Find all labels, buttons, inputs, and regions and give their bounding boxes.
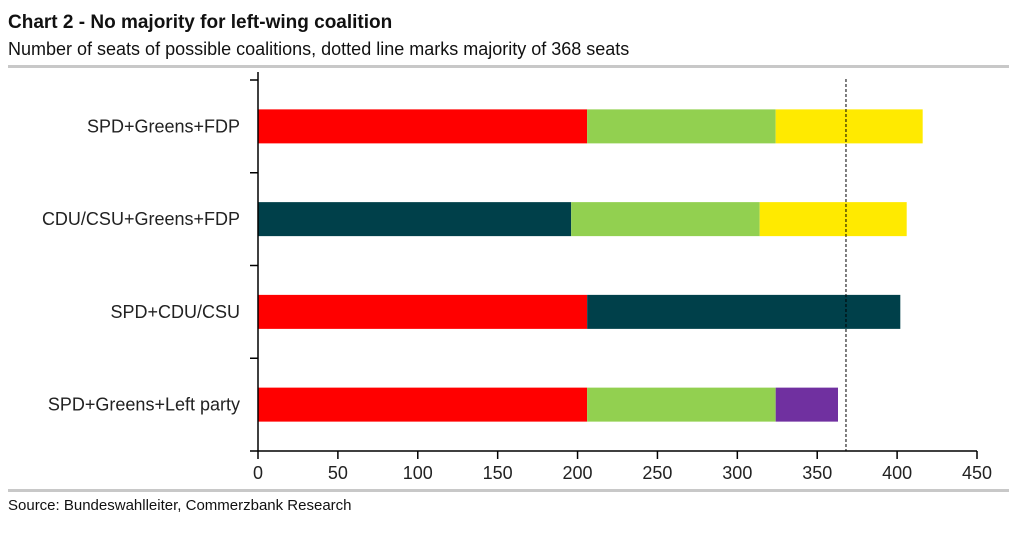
- bar-greens-0: [587, 109, 776, 144]
- category-label-0: SPD+Greens+FDP: [87, 116, 240, 136]
- bar-spd-2: [258, 294, 588, 329]
- top-divider: [8, 65, 1009, 68]
- x-tick-label-1: 50: [328, 463, 348, 483]
- bar-fdp-0: [775, 109, 923, 144]
- bar-spd-0: [258, 109, 588, 144]
- x-tick-label-2: 100: [403, 463, 433, 483]
- bar-fdp-1: [759, 202, 907, 237]
- category-label-1: CDU/CSU+Greens+FDP: [42, 209, 240, 229]
- bar-greens-1: [571, 202, 760, 237]
- bar-left-party-3: [775, 387, 838, 422]
- x-tick-label-8: 400: [882, 463, 912, 483]
- category-label-3: SPD+Greens+Left party: [48, 395, 240, 415]
- bottom-divider: [8, 489, 1009, 492]
- bar-cdu-csu-2: [587, 294, 901, 329]
- chart-source: Source: Bundeswahlleiter, Commerzbank Re…: [8, 497, 352, 514]
- bar-cdu-csu-1: [258, 202, 572, 237]
- category-label-2: SPD+CDU/CSU: [110, 302, 240, 322]
- x-tick-label-6: 300: [722, 463, 752, 483]
- x-tick-label-0: 0: [253, 463, 263, 483]
- x-tick-label-4: 200: [563, 463, 593, 483]
- chart-title: Chart 2 - No majority for left-wing coal…: [8, 12, 393, 33]
- bar-greens-3: [587, 387, 776, 422]
- x-tick-label-7: 350: [802, 463, 832, 483]
- x-tick-label-5: 250: [642, 463, 672, 483]
- bar-spd-3: [258, 387, 588, 422]
- x-tick-label-3: 150: [483, 463, 513, 483]
- chart-subtitle: Number of seats of possible coalitions, …: [8, 39, 630, 59]
- x-tick-label-9: 450: [962, 463, 992, 483]
